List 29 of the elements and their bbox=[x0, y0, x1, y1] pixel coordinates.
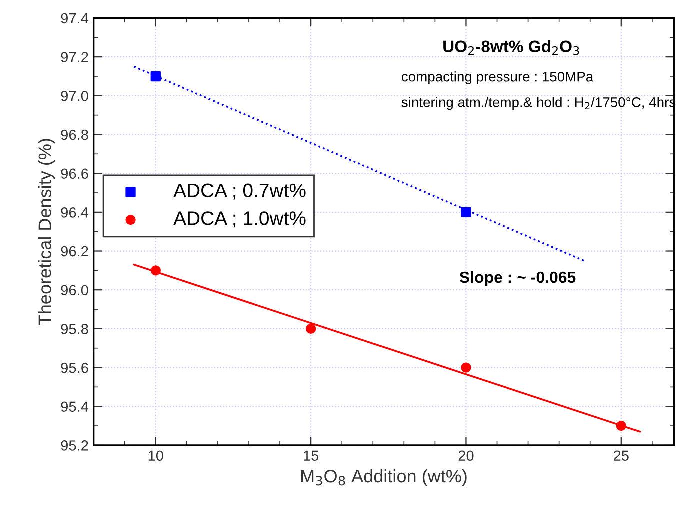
point bbox=[616, 420, 626, 432]
y-tick-label: 97.2 bbox=[61, 52, 88, 62]
y-tick-label: 95.4 bbox=[61, 402, 89, 412]
y-tick-label: 96.2 bbox=[61, 246, 88, 257]
annotation: Slope : ~ -0.065 bbox=[460, 271, 576, 286]
y-tick-label: 96.6 bbox=[61, 168, 88, 180]
annotation: compacting pressure : 150MPa bbox=[402, 72, 594, 85]
y-tick-label: 97.0 bbox=[61, 91, 88, 102]
y-tick-label: 96.0 bbox=[61, 285, 88, 296]
point bbox=[150, 266, 161, 276]
annotation: UO$_{2}$-8wt% Gd$_{2}$O$_{3}$ bbox=[444, 40, 580, 56]
legend-label: ADCA ; 1.0wt% bbox=[174, 212, 306, 228]
legend-label: ADCA ; 0.7wt% bbox=[174, 184, 306, 200]
x-tick-label: 15 bbox=[304, 450, 319, 462]
y-tick-label: 95.8 bbox=[61, 324, 88, 334]
x-tick-label: 20 bbox=[458, 450, 474, 462]
y-axis-title: Theoretical Density (%) bbox=[38, 139, 56, 326]
x-tick-label: 25 bbox=[614, 450, 629, 462]
point bbox=[461, 362, 472, 373]
x-tick-label: 10 bbox=[148, 450, 164, 462]
point bbox=[461, 207, 472, 218]
y-tick-label: 97.4 bbox=[61, 13, 89, 24]
point bbox=[306, 324, 316, 334]
y-tick-label: 96.8 bbox=[61, 130, 88, 140]
y-tick-label: 96.4 bbox=[61, 208, 89, 218]
y-tick-label: 95.6 bbox=[61, 362, 88, 374]
point bbox=[150, 71, 161, 82]
y-tick-label: 95.2 bbox=[61, 440, 88, 451]
x-axis-title: M$_{3}$O$_{8}$ Addition (wt%) bbox=[302, 469, 467, 486]
